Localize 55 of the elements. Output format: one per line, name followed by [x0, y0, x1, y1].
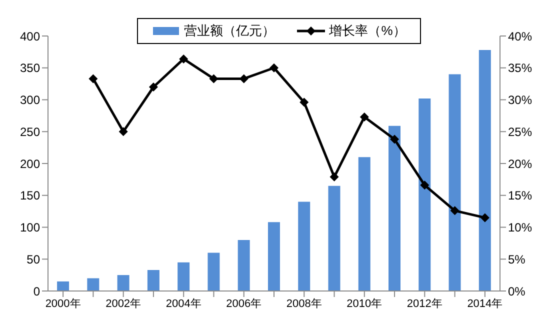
bar	[328, 186, 340, 291]
y-tick-label: 200	[20, 156, 40, 171]
point	[360, 112, 369, 122]
legend-label: 营业额（亿元）	[184, 22, 276, 40]
y-tick-label: 400	[20, 29, 40, 44]
y2-tick-label: 0%	[508, 284, 526, 298]
point	[270, 63, 278, 72]
y-tick-label: 300	[20, 93, 40, 108]
y2-tick-label: 30%	[508, 93, 532, 108]
bar	[448, 74, 461, 291]
bar	[238, 240, 250, 291]
y-tick-label: 50	[26, 252, 40, 266]
y2-tick-label: 15%	[508, 188, 532, 203]
point	[330, 172, 339, 182]
bar	[298, 202, 310, 291]
point	[420, 180, 430, 190]
point	[88, 74, 98, 84]
x-tick-label: 2010年	[346, 298, 382, 310]
bar	[208, 252, 220, 291]
point	[450, 206, 460, 216]
bar	[418, 98, 431, 291]
bar	[57, 281, 70, 291]
bar	[358, 157, 370, 291]
bar	[268, 222, 280, 291]
y-tick-label: 250	[20, 124, 40, 139]
x-tick-label: 2004年	[166, 298, 202, 310]
y-tick-label: 150	[20, 188, 40, 203]
y-tick-label: 350	[20, 61, 40, 76]
bar	[388, 126, 401, 291]
y2-tick-label: 25%	[508, 124, 532, 139]
bar	[87, 278, 100, 291]
point	[118, 127, 128, 136]
y2-tick-label: 20%	[508, 156, 532, 171]
y2-tick-label: 35%	[508, 61, 532, 76]
x-tick-label: 2002年	[106, 298, 142, 310]
bar	[478, 50, 491, 291]
y-tick-label: 0	[33, 284, 40, 298]
point	[480, 213, 490, 222]
y-tick-label: 100	[20, 220, 40, 235]
point	[390, 134, 400, 144]
bar	[147, 270, 160, 291]
x-tick-label: 2012年	[406, 298, 442, 310]
x-tick-label: 2014年	[467, 298, 503, 310]
bar	[117, 275, 130, 291]
x-tick-label: 2006年	[226, 298, 262, 310]
x-tick-label: 2000年	[45, 298, 81, 310]
point	[300, 98, 309, 107]
point	[148, 82, 158, 92]
y2-tick-label: 10%	[508, 220, 532, 235]
bar	[178, 262, 190, 291]
point	[179, 54, 188, 64]
x-tick-label: 2008年	[286, 298, 322, 310]
y2-tick-label: 5%	[508, 252, 526, 266]
y2-tick-label: 40%	[508, 29, 532, 44]
legend-label: 增长率（%）	[329, 22, 406, 40]
